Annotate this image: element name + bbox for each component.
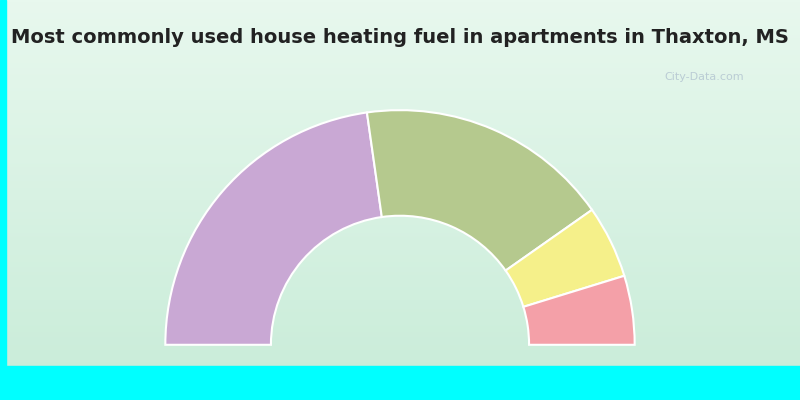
Wedge shape [506, 210, 624, 307]
Text: City-Data.com: City-Data.com [664, 72, 744, 82]
Wedge shape [523, 276, 634, 345]
Wedge shape [367, 110, 592, 270]
Legend: Electricity, Utility gas, Bottled, tank, or LP gas, Other: Electricity, Utility gas, Bottled, tank,… [135, 375, 665, 400]
Wedge shape [166, 112, 382, 345]
Text: Most commonly used house heating fuel in apartments in Thaxton, MS: Most commonly used house heating fuel in… [11, 28, 789, 47]
